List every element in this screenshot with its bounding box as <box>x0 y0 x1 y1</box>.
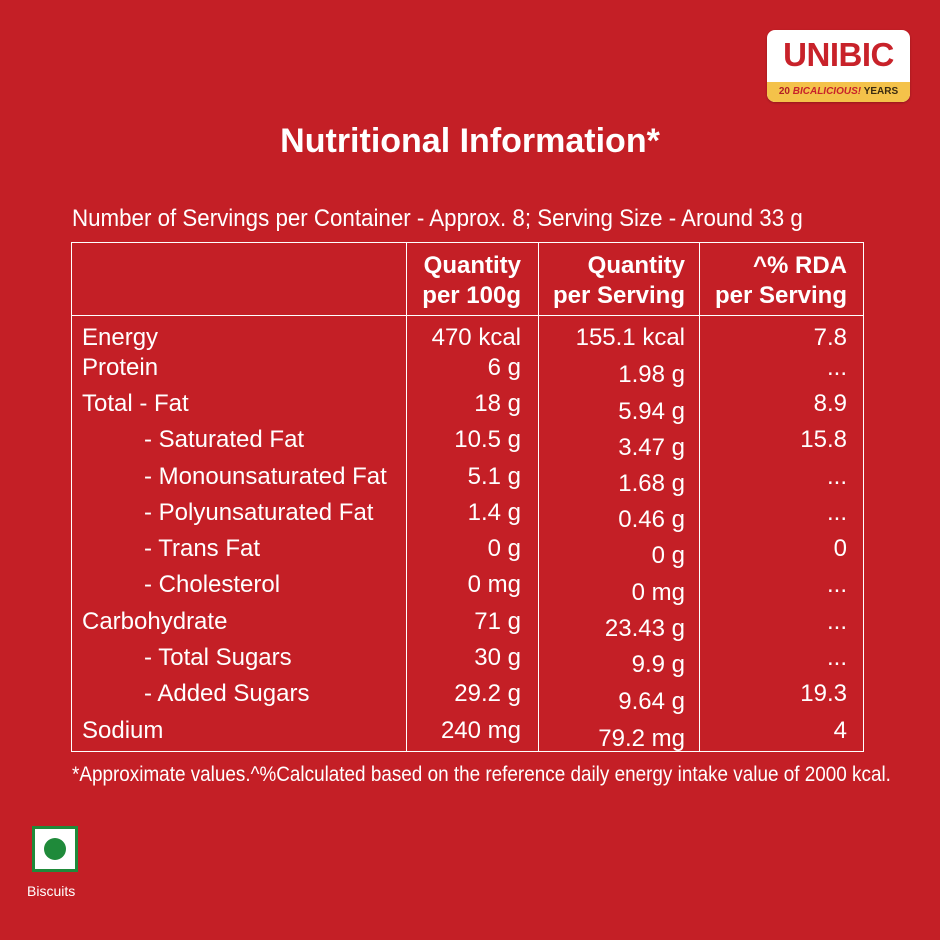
tagline-end: YEARS <box>863 86 899 97</box>
header-per-serving-line1: Quantity <box>587 252 685 279</box>
value-rda: 7.8 <box>813 324 847 351</box>
header-per-100g: Quantity per 100g <box>406 251 521 311</box>
value-per-serving: 0.46 g <box>618 506 685 533</box>
value-rda: ... <box>826 463 847 490</box>
page-title: Nutritional Information* <box>280 122 660 160</box>
value-per-100g: 6 g <box>487 354 521 381</box>
value-per-100g: 18 g <box>474 390 521 417</box>
header-rda-line1: ^% RDA <box>752 252 847 279</box>
value-rda: ... <box>826 608 847 635</box>
nutrient-label: - Trans Fat <box>144 535 261 562</box>
brand-tagline: 20 BICALICIOUS! YEARS <box>767 82 910 102</box>
value-per-serving: 5.94 g <box>618 398 685 425</box>
nutrient-label: - Saturated Fat <box>144 426 305 453</box>
value-per-100g: 240 mg <box>440 717 521 744</box>
value-per-serving: 23.43 g <box>604 615 685 642</box>
value-per-100g: 30 g <box>474 644 521 671</box>
value-rda: ... <box>826 644 847 671</box>
value-per-100g: 10.5 g <box>454 426 521 453</box>
value-rda: 0 <box>833 535 847 562</box>
column-divider <box>538 243 539 751</box>
brand-logo: UNIBIC 20 BICALICIOUS! YEARS <box>767 30 910 102</box>
header-per-100g-line1: Quantity <box>423 252 521 279</box>
product-category: Biscuits <box>27 883 76 899</box>
veg-symbol-icon <box>32 826 78 872</box>
nutrient-label: - Polyunsaturated Fat <box>144 499 374 526</box>
value-per-100g: 0 g <box>487 535 521 562</box>
nutrient-label: Energy <box>82 324 159 351</box>
nutrient-label: - Monounsaturated Fat <box>144 463 387 490</box>
value-per-serving: 0 mg <box>631 579 685 606</box>
value-per-serving: 155.1 kcal <box>575 324 685 351</box>
value-rda: 15.8 <box>800 426 847 453</box>
nutrition-table: Quantity per 100g Quantity per Serving ^… <box>71 242 864 752</box>
header-rda-line2: per Serving <box>714 282 847 309</box>
header-per-100g-line2: per 100g <box>422 282 521 309</box>
value-rda: ... <box>826 571 847 598</box>
value-rda: 8.9 <box>813 390 847 417</box>
nutrient-label: Total - Fat <box>82 390 189 417</box>
serving-info: Number of Servings per Container - Appro… <box>72 205 803 232</box>
nutrient-label: Protein <box>82 354 159 381</box>
value-per-100g: 29.2 g <box>454 680 521 707</box>
value-per-100g: 0 mg <box>467 571 521 598</box>
tagline-word: BICALICIOUS! <box>792 86 862 97</box>
value-per-serving: 1.68 g <box>618 470 685 497</box>
value-rda: ... <box>826 354 847 381</box>
header-per-serving-line2: per Serving <box>552 282 685 309</box>
value-per-100g: 5.1 g <box>467 463 521 490</box>
value-per-100g: 470 kcal <box>431 324 521 351</box>
veg-dot <box>44 838 66 860</box>
nutrient-label: - Total Sugars <box>144 644 292 671</box>
nutrient-label: Carbohydrate <box>82 608 228 635</box>
header-per-serving: Quantity per Serving <box>538 251 685 311</box>
nutrient-label: - Added Sugars <box>144 680 310 707</box>
value-per-serving: 9.9 g <box>631 651 685 678</box>
value-per-serving: 1.98 g <box>618 361 685 388</box>
header-divider <box>72 315 863 316</box>
nutrient-label: Sodium <box>82 717 164 744</box>
value-rda: ... <box>826 499 847 526</box>
brand-name: UNIBIC <box>783 36 894 73</box>
column-divider <box>406 243 407 751</box>
tagline-number: 20 <box>778 86 790 97</box>
value-per-serving: 79.2 mg <box>598 725 685 752</box>
nutrient-label: - Cholesterol <box>144 571 281 598</box>
value-per-100g: 71 g <box>474 608 521 635</box>
value-rda: 4 <box>833 717 847 744</box>
value-rda: 19.3 <box>800 680 847 707</box>
header-rda: ^% RDA per Serving <box>699 251 847 311</box>
footnote: *Approximate values.^%Calculated based o… <box>72 763 891 786</box>
column-divider <box>699 243 700 751</box>
value-per-serving: 3.47 g <box>618 434 685 461</box>
value-per-100g: 1.4 g <box>467 499 521 526</box>
value-per-serving: 9.64 g <box>618 688 685 715</box>
value-per-serving: 0 g <box>651 542 685 569</box>
